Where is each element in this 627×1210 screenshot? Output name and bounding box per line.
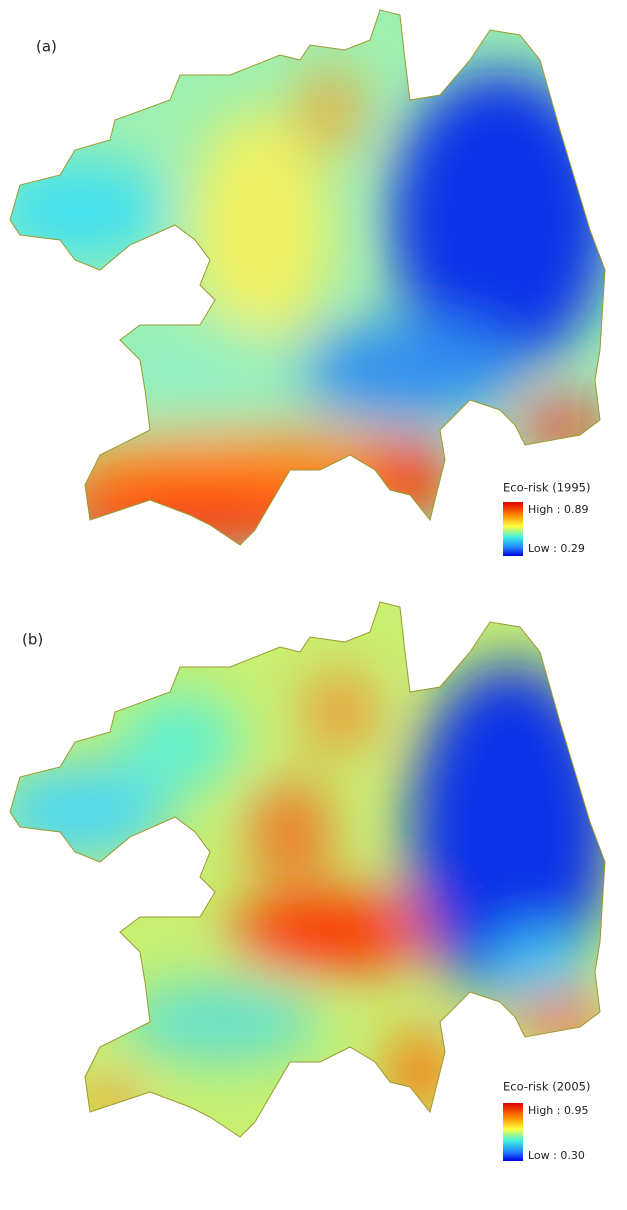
legend-high: High : 0.89 [528, 503, 588, 516]
legend-title: Eco-risk (2005) [503, 1080, 590, 1094]
legend-high: High : 0.95 [528, 1104, 588, 1117]
panel-label: (a) [36, 38, 57, 56]
legend-low: Low : 0.30 [528, 1149, 585, 1162]
map-panel-a [9, 9, 606, 546]
legend-low: Low : 0.29 [528, 542, 585, 555]
legend-colorbar [503, 502, 523, 556]
panel-label: (b) [22, 631, 43, 649]
legend-title: Eco-risk (1995) [503, 481, 590, 495]
legend-colorbar [503, 1103, 523, 1161]
